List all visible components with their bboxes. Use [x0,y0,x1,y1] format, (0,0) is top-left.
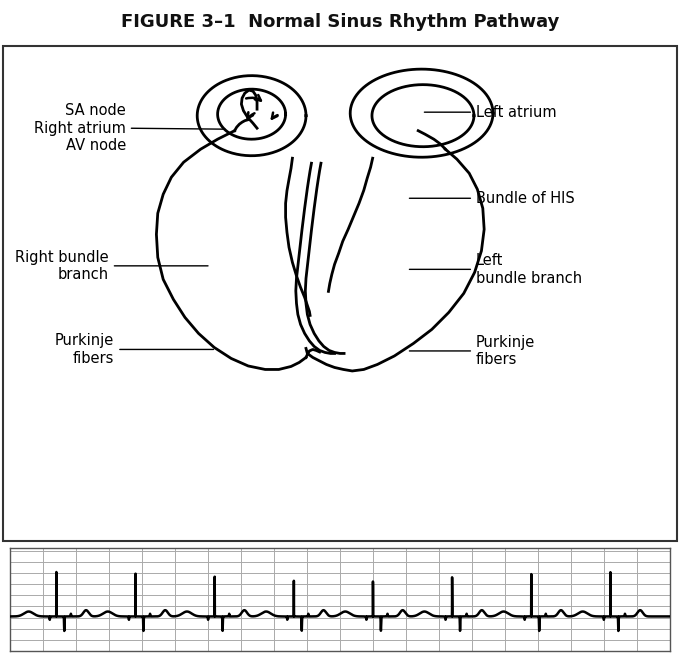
Text: SA node
Right atrium
AV node: SA node Right atrium AV node [34,103,225,153]
Text: FIGURE 3–1  Normal Sinus Rhythm Pathway: FIGURE 3–1 Normal Sinus Rhythm Pathway [121,13,559,30]
Text: Left atrium: Left atrium [424,105,557,120]
Text: Purkinje
fibers: Purkinje fibers [55,333,214,365]
Text: Right bundle
branch: Right bundle branch [15,250,208,282]
Text: Bundle of HIS: Bundle of HIS [409,191,575,206]
Text: Purkinje
fibers: Purkinje fibers [409,335,535,367]
Text: Left
bundle branch: Left bundle branch [409,253,582,286]
